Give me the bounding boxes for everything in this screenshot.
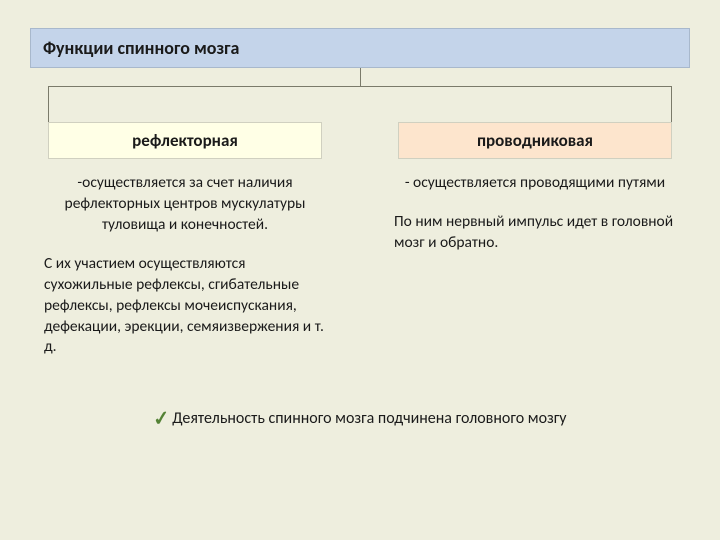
page-title-bar: Функции спинного мозга (30, 28, 690, 68)
page-title: Функции спинного мозга (43, 37, 239, 59)
column-right: проводниковая - осуществляется проводящи… (380, 122, 690, 358)
left-bullet: -осуществляется за счет наличия рефлекто… (38, 173, 332, 236)
checkmark-icon: ✓ (152, 406, 171, 433)
footnote-text: Деятельность спинного мозга подчинена го… (172, 409, 566, 428)
column-left: рефлекторная -осуществляется за счет нал… (30, 122, 340, 358)
columns: рефлекторная -осуществляется за счет нал… (30, 122, 690, 358)
right-bullet: - осуществляется проводящими путями (388, 173, 682, 194)
right-paragraph: По ним нервный импульс идет в головной м… (394, 212, 676, 254)
right-heading: проводниковая (477, 130, 593, 151)
left-heading: рефлекторная (132, 130, 238, 151)
left-heading-chip: рефлекторная (48, 122, 322, 159)
left-paragraph: С их участием осуществляются сухожильные… (44, 254, 326, 359)
tree-connector (48, 68, 672, 122)
right-heading-chip: проводниковая (398, 122, 672, 159)
footnote-row: ✓Деятельность спинного мозга подчинена г… (30, 404, 690, 429)
